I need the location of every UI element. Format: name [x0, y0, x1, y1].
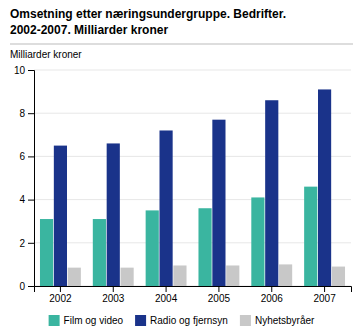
bars [40, 89, 345, 286]
tick-mark [28, 156, 34, 157]
tick-mark [28, 286, 34, 287]
grid-line [34, 199, 351, 200]
grid-line [34, 242, 351, 243]
bar [68, 268, 81, 286]
legend-swatch [135, 315, 146, 326]
tick-label: 2007 [313, 293, 336, 304]
legend-swatch [240, 315, 251, 326]
tick-mark [166, 286, 167, 292]
tick: 2006 [261, 286, 284, 304]
tick-mark [218, 286, 219, 292]
bar [146, 210, 159, 286]
legend-label: Nyhetsbyråer [255, 315, 315, 326]
bar [40, 219, 53, 286]
tick: 6 [19, 151, 34, 162]
tick: 8 [19, 108, 34, 119]
tick: 0 [19, 281, 34, 292]
legend-swatch [49, 315, 60, 326]
tick-label: 2003 [102, 293, 125, 304]
tick-label: 2004 [155, 293, 178, 304]
legend: Film og video Radio og fjernsyn Nyhetsbyrå… [49, 315, 315, 326]
tick-mark [324, 286, 325, 292]
tick: 2 [19, 238, 34, 249]
legend-item: Film og video [49, 315, 124, 326]
tick: 2007 [313, 286, 336, 304]
bar [107, 143, 120, 286]
tick: 2005 [208, 286, 231, 304]
tick-label: 6 [19, 151, 25, 162]
y-axis: 0 2 4 6 8 10 [14, 65, 35, 292]
bar [93, 219, 106, 286]
tick-label: 8 [19, 108, 25, 119]
bar [212, 120, 225, 286]
subtitle: 2002-2007. Milliarder kroner [10, 23, 168, 37]
bar [279, 264, 292, 286]
legend-label: Radio og fjernsyn [150, 315, 228, 326]
tick-label: 0 [19, 281, 25, 292]
bar [160, 130, 173, 286]
bar-series [68, 264, 345, 286]
tick-mark [28, 70, 34, 71]
grid [34, 70, 351, 286]
tick: 10 [14, 65, 34, 76]
grid-line [34, 70, 351, 71]
axis-line [28, 71, 35, 287]
tick-label: 2002 [49, 293, 72, 304]
tick-label: 2 [19, 238, 25, 249]
bar [54, 146, 67, 286]
bar [251, 197, 264, 286]
tick-mark [28, 200, 34, 201]
bar-series [54, 89, 331, 286]
bar [173, 265, 186, 286]
bar [121, 268, 134, 286]
x-axis: 2002 2003 2004 2005 2006 2007 [35, 286, 352, 304]
y-axis-label: Milliarder kroner [10, 49, 82, 60]
tick: 4 [19, 194, 34, 205]
tick-label: 2005 [208, 293, 231, 304]
tick-mark [271, 286, 272, 292]
legend-label: Film og video [64, 315, 124, 326]
bar [318, 89, 331, 286]
tick-mark [28, 113, 34, 114]
axis-line [35, 287, 352, 293]
tick-mark [28, 243, 34, 244]
tick-label: 10 [14, 65, 26, 76]
tick-label: 2006 [261, 293, 284, 304]
tick-mark [113, 286, 114, 292]
bar [226, 265, 239, 286]
tick: 2002 [49, 286, 72, 304]
legend-item: Radio og fjernsyn [135, 315, 228, 326]
bar [304, 187, 317, 286]
grid-line [34, 113, 351, 114]
plot: 0 2 4 6 8 10 2002 2003 2004 2005 2006 2007 [14, 65, 352, 304]
chart: Omsetning etter næringsundergruppe. Bedr… [0, 0, 363, 336]
grid-line [34, 156, 351, 157]
tick-mark [60, 286, 61, 292]
legend-item: Nyhetsbyråer [240, 315, 315, 326]
bar [198, 208, 211, 286]
bar [265, 100, 278, 286]
bar [332, 267, 345, 286]
separator [10, 44, 353, 45]
tick: 2003 [102, 286, 125, 304]
title: Omsetning etter næringsundergruppe. Bedr… [10, 7, 286, 21]
tick-label: 4 [19, 194, 25, 205]
tick: 2004 [155, 286, 178, 304]
